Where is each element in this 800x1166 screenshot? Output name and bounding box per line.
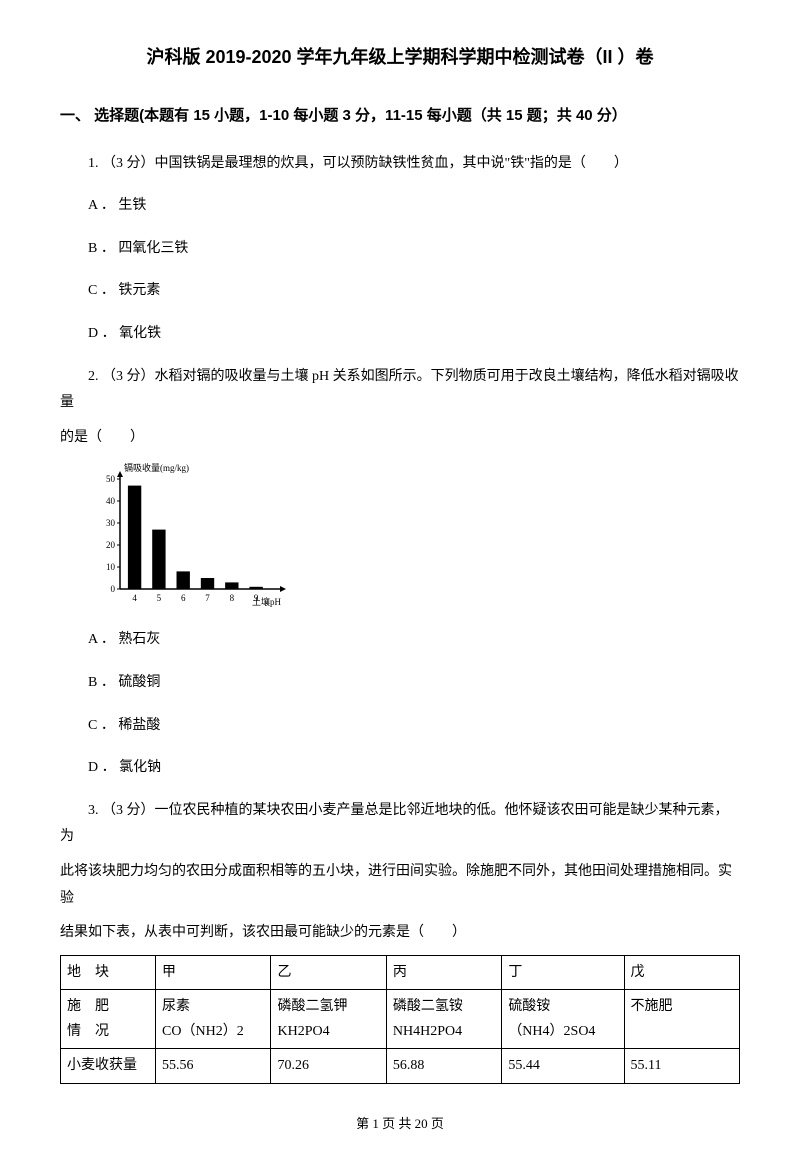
table-cell: 磷酸二氢铵NH4H2PO4: [386, 989, 501, 1048]
svg-text:7: 7: [205, 593, 210, 603]
q2-option-c: C ． 稀盐酸: [88, 713, 740, 740]
table-cell: 55.56: [156, 1049, 271, 1083]
q3-text-line2: 此将该块肥力均匀的农田分成面积相等的五小块，进行田间实验。除施肥不同外，其他田间…: [60, 859, 740, 912]
svg-text:10: 10: [106, 562, 116, 572]
svg-text:20: 20: [106, 540, 116, 550]
svg-text:30: 30: [106, 518, 116, 528]
svg-text:8: 8: [230, 593, 235, 603]
q2-option-a: A ． 熟石灰: [88, 627, 740, 654]
q2-text-line1: 2. （3 分）水稻对镉的吸收量与土壤 pH 关系如图所示。下列物质可用于改良土…: [60, 364, 740, 417]
q2-text-line2: 的是（ ）: [60, 425, 740, 452]
q3-text-line1: 3. （3 分）一位农民种植的某块农田小麦产量总是比邻近地块的低。他怀疑该农田可…: [60, 798, 740, 851]
page-footer: 第 1 页 共 20 页: [60, 1112, 740, 1137]
section-heading: 一、 选择题(本题有 15 小题，1-10 每小题 3 分，11-15 每小题（…: [60, 102, 740, 131]
table-cell: 55.11: [624, 1049, 739, 1083]
svg-text:镉吸收量(mg/kg): 镉吸收量(mg/kg): [124, 462, 189, 473]
svg-text:4: 4: [132, 593, 137, 603]
q3-table: 地 块甲乙丙丁戊施 肥情 况尿素CO（NH2）2磷酸二氢钾KH2PO4磷酸二氢铵…: [60, 955, 740, 1084]
table-cell: 56.88: [386, 1049, 501, 1083]
table-header-cell: 丙: [386, 955, 501, 989]
table-cell: 不施肥: [624, 989, 739, 1048]
table-header-cell: 地 块: [61, 955, 156, 989]
svg-text:0: 0: [111, 584, 116, 594]
svg-text:50: 50: [106, 474, 116, 484]
table-row-label: 施 肥情 况: [61, 989, 156, 1048]
table-cell: 磷酸二氢钾KH2PO4: [271, 989, 386, 1048]
q1-option-c: C ． 铁元素: [88, 278, 740, 305]
table-cell: 70.26: [271, 1049, 386, 1083]
q3-text-line3: 结果如下表，从表中可判断，该农田最可能缺少的元素是（ ）: [60, 920, 740, 947]
svg-text:40: 40: [106, 496, 116, 506]
page-title: 沪科版 2019-2020 学年九年级上学期科学期中检测试卷（II ）卷: [60, 40, 740, 74]
q2-option-d: D ． 氯化钠: [88, 755, 740, 782]
table-cell: 尿素CO（NH2）2: [156, 989, 271, 1048]
svg-text:6: 6: [181, 593, 186, 603]
table-cell: 55.44: [502, 1049, 624, 1083]
q2-option-b: B ． 硫酸铜: [88, 670, 740, 697]
table-header-cell: 戊: [624, 955, 739, 989]
q1-option-a: A ． 生铁: [88, 193, 740, 220]
table-header-cell: 丁: [502, 955, 624, 989]
q1-text: 1. （3 分）中国铁锅是最理想的炊具，可以预防缺铁性贫血，其中说"铁"指的是（…: [60, 151, 740, 178]
svg-text:9: 9: [254, 593, 259, 603]
svg-text:5: 5: [157, 593, 162, 603]
table-cell: 硫酸铵（NH4）2SO4: [502, 989, 624, 1048]
q1-option-b: B ． 四氧化三铁: [88, 236, 740, 263]
q2-chart: 01020304050镉吸收量(mg/kg)土壤pH456789: [88, 461, 288, 611]
table-header-cell: 乙: [271, 955, 386, 989]
table-row-label: 小麦收获量: [61, 1049, 156, 1083]
table-header-cell: 甲: [156, 955, 271, 989]
q1-option-d: D ． 氧化铁: [88, 321, 740, 348]
